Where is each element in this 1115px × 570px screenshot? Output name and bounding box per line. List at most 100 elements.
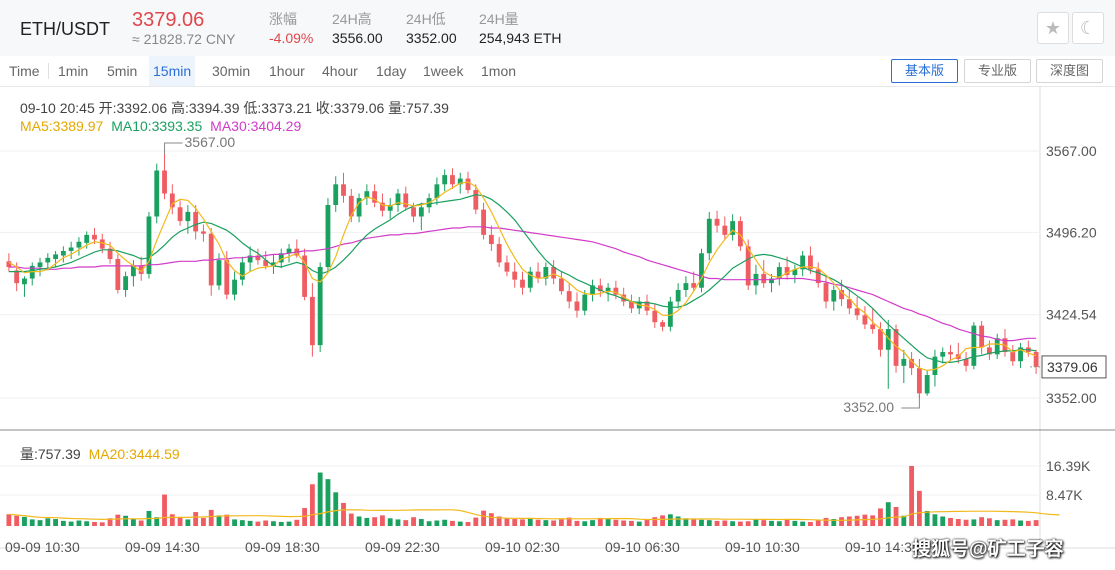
- volume-bar: [177, 516, 183, 526]
- volume-bar: [948, 517, 953, 526]
- tab-1mon[interactable]: 1mon: [481, 63, 517, 79]
- volume-bar: [255, 521, 261, 526]
- volume-bar: [979, 517, 985, 526]
- depth-chart-button[interactable]: 深度图: [1036, 59, 1103, 83]
- candle-body: [590, 285, 595, 295]
- volume-bar: [29, 519, 35, 526]
- pro-view-button[interactable]: 专业版: [964, 59, 1031, 83]
- tab-5min[interactable]: 5min: [107, 63, 138, 79]
- high-stat: 24H高 3556.00: [332, 9, 383, 46]
- ma30-legend: MA30:3404.29: [210, 118, 302, 134]
- tab-1hour[interactable]: 1hour: [269, 63, 305, 79]
- candle-body: [737, 221, 743, 247]
- volume-bar: [99, 522, 105, 526]
- tab-1day[interactable]: 1day: [376, 63, 407, 79]
- volume-bar: [138, 520, 144, 526]
- candle-body: [769, 278, 774, 284]
- candle-body: [683, 283, 689, 291]
- volume-bar: [247, 520, 253, 526]
- candle-body: [745, 246, 751, 286]
- tab-1week[interactable]: 1week: [423, 63, 464, 79]
- candle-body: [488, 234, 494, 245]
- volume-bar: [473, 517, 479, 526]
- volume-bar: [769, 520, 774, 526]
- price-tick-label: 3352.00: [1046, 390, 1097, 406]
- favorite-button[interactable]: ★: [1037, 12, 1069, 44]
- basic-view-button[interactable]: 基本版: [891, 59, 958, 83]
- volume-bar: [356, 516, 362, 526]
- candle-body: [387, 204, 393, 211]
- volume-bar: [823, 517, 829, 526]
- candle-body: [92, 234, 97, 240]
- volume-bar: [309, 484, 315, 526]
- volume-bar: [994, 520, 1000, 526]
- volume-bar: [831, 519, 837, 526]
- time-tick-label: 09-09 14:30: [125, 539, 200, 555]
- candle-body: [823, 283, 829, 302]
- volume-legend: 量:757.39 MA20:3444.59: [20, 444, 180, 464]
- candle-body: [138, 265, 144, 274]
- candle-body: [800, 255, 806, 270]
- volume-bar: [411, 517, 416, 526]
- tab-4hour[interactable]: 4hour: [322, 63, 358, 79]
- candle-body: [309, 296, 315, 346]
- volume-bar: [224, 514, 230, 526]
- change-label: 涨幅: [269, 11, 297, 27]
- ma20-legend: MA20:3444.59: [88, 446, 180, 462]
- candle-body: [815, 269, 821, 284]
- volume-bar: [45, 518, 51, 526]
- volume-bar: [761, 520, 767, 526]
- volume-bar: [53, 519, 58, 526]
- candle-body: [784, 267, 790, 276]
- candle-body: [948, 352, 953, 355]
- time-tick-label: 09-10 06:30: [605, 539, 680, 555]
- volume-bar: [706, 520, 712, 526]
- tab-30min[interactable]: 30min: [212, 63, 251, 79]
- volume-bar: [37, 520, 43, 526]
- high-marker-line: [164, 142, 183, 154]
- volume-bar: [403, 520, 409, 526]
- volume-bar: [348, 513, 354, 526]
- theme-toggle-button[interactable]: ☾: [1072, 12, 1104, 44]
- candle-body: [893, 329, 899, 366]
- candle-body: [76, 241, 82, 248]
- volume-bar: [239, 520, 245, 526]
- ticker-header: ETH/USDT 3379.06 ≈ 21828.72 CNY 涨幅 -4.09…: [0, 0, 1115, 57]
- candle-body: [987, 347, 992, 355]
- candle-body: [473, 190, 479, 210]
- tab-time[interactable]: Time: [9, 63, 40, 79]
- candle-body: [652, 310, 658, 323]
- volume-bar: [333, 492, 339, 526]
- volume-bar: [271, 521, 276, 526]
- candle-body: [520, 279, 525, 288]
- candle-body: [558, 278, 564, 292]
- current-price-label: 3379.06: [1047, 359, 1098, 375]
- candle-body: [582, 294, 588, 311]
- volume-bar: [885, 502, 891, 526]
- candle-body: [286, 248, 292, 254]
- volume-bar: [846, 516, 852, 526]
- candle-body: [53, 254, 58, 259]
- candle-body: [22, 278, 27, 285]
- volume-bar: [590, 520, 595, 526]
- candle-body: [714, 218, 720, 226]
- volume-bar: [784, 519, 790, 526]
- volume-bar: [1033, 520, 1039, 526]
- volume-bar: [341, 502, 346, 526]
- candle-body: [504, 262, 510, 272]
- volume-bar: [597, 517, 603, 526]
- volume-bar: [302, 508, 308, 526]
- volume-bar: [558, 519, 564, 526]
- volume-bar: [901, 515, 907, 526]
- tab-15min[interactable]: 15min: [149, 56, 196, 86]
- candle-body: [566, 291, 572, 302]
- kline-chart[interactable]: 3567.00 3496.20 3424.54 3352.00 16.39K 8.47K 0…: [0, 86, 1115, 570]
- volume-bar: [839, 517, 844, 526]
- time-tick-label: 09-09 18:30: [245, 539, 320, 555]
- volume-bar: [154, 517, 160, 526]
- volume-bar: [815, 520, 821, 526]
- candle-body: [846, 299, 852, 309]
- tab-1min[interactable]: 1min: [58, 63, 89, 79]
- volume-bar: [535, 519, 541, 526]
- candle-body: [29, 265, 35, 279]
